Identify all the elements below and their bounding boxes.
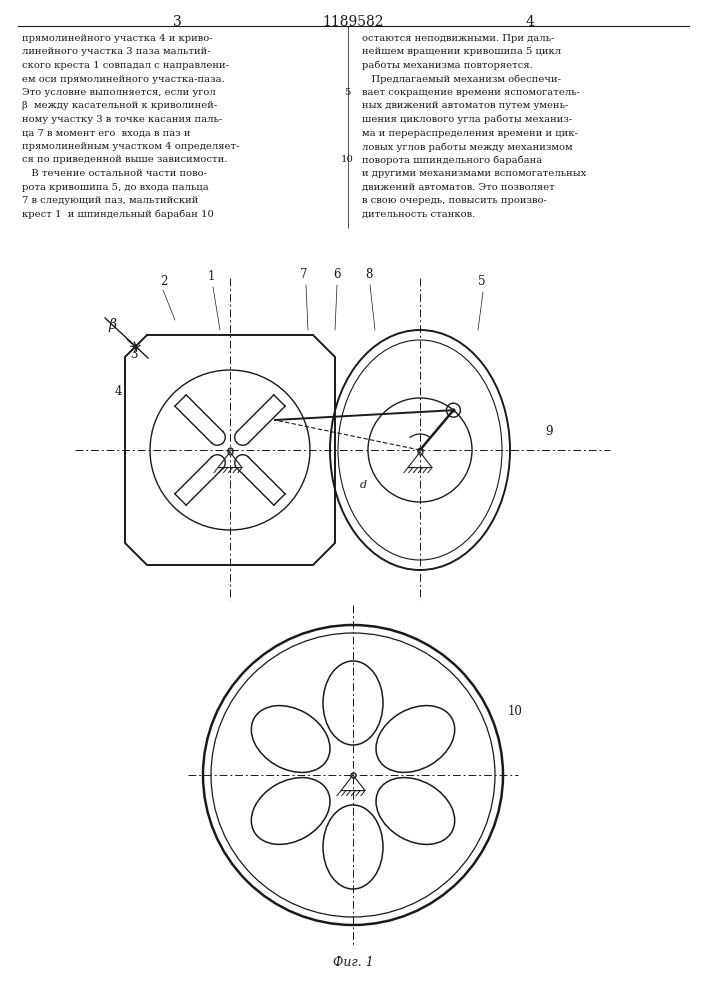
Text: 8: 8 <box>365 268 373 281</box>
Text: 6: 6 <box>333 268 341 281</box>
Text: остаются неподвижными. При даль-: остаются неподвижными. При даль- <box>362 34 554 43</box>
Text: ловых углов работы между механизмом: ловых углов работы между механизмом <box>362 142 573 151</box>
Text: линейного участка 3 паза мальтий-: линейного участка 3 паза мальтий- <box>22 47 211 56</box>
Text: рота кривошипа 5, до входа пальца: рота кривошипа 5, до входа пальца <box>22 182 209 192</box>
Text: Предлагаемый механизм обеспечи-: Предлагаемый механизм обеспечи- <box>362 75 561 84</box>
Text: d: d <box>360 480 367 490</box>
Text: 7: 7 <box>300 268 308 281</box>
Text: 1: 1 <box>208 270 216 283</box>
Text: В течение остальной части пово-: В течение остальной части пово- <box>22 169 207 178</box>
Text: ского креста 1 совпадал с направлени-: ского креста 1 совпадал с направлени- <box>22 61 229 70</box>
Text: ному участку 3 в точке касания паль-: ному участку 3 в точке касания паль- <box>22 115 222 124</box>
Text: Это условне выполняется, если угол: Это условне выполняется, если угол <box>22 88 216 97</box>
Text: шения циклового угла работы механиз-: шения циклового угла работы механиз- <box>362 115 572 124</box>
Text: ма и перераспределения времени и цик-: ма и перераспределения времени и цик- <box>362 128 578 137</box>
Text: 10: 10 <box>341 155 354 164</box>
Text: ем оси прямолинейного участка-паза.: ем оси прямолинейного участка-паза. <box>22 75 225 84</box>
Text: 2: 2 <box>160 275 168 288</box>
Text: 5: 5 <box>344 88 350 97</box>
Text: 9: 9 <box>545 425 552 438</box>
Text: 5: 5 <box>478 275 486 288</box>
Text: ца 7 в момент его  входа в паз и: ца 7 в момент его входа в паз и <box>22 128 190 137</box>
Text: крест 1  и шпиндельный барабан 10: крест 1 и шпиндельный барабан 10 <box>22 210 214 219</box>
Text: в свою очередь, повысить произво-: в свою очередь, повысить произво- <box>362 196 547 205</box>
Text: дительность станков.: дительность станков. <box>362 210 475 219</box>
Text: β: β <box>108 318 116 332</box>
Text: 3: 3 <box>173 15 182 29</box>
Text: вает сокращение времени яспомогатель-: вает сокращение времени яспомогатель- <box>362 88 580 97</box>
Text: поворота шпиндельного барабана: поворота шпиндельного барабана <box>362 155 542 165</box>
Text: прямолинейным участком 4 определяет-: прямолинейным участком 4 определяет- <box>22 142 240 151</box>
Text: 1189582: 1189582 <box>322 15 384 29</box>
Text: работы механизма повторяется.: работы механизма повторяется. <box>362 61 533 70</box>
Text: 7 в следующий паз, мальтийский: 7 в следующий паз, мальтийский <box>22 196 199 205</box>
Text: Фиг. 1: Фиг. 1 <box>332 956 373 968</box>
Text: и другими механизмами вспомогательных: и другими механизмами вспомогательных <box>362 169 586 178</box>
Text: прямолинейного участка 4 и криво-: прямолинейного участка 4 и криво- <box>22 34 213 43</box>
Text: нейшем вращении кривошипа 5 цикл: нейшем вращении кривошипа 5 цикл <box>362 47 561 56</box>
Text: 4: 4 <box>525 15 534 29</box>
Text: 3: 3 <box>130 348 137 361</box>
Text: ных движений автоматов путем умень-: ных движений автоматов путем умень- <box>362 102 568 110</box>
Text: 10: 10 <box>508 705 523 718</box>
Text: 4: 4 <box>115 385 122 398</box>
Text: ся по приведенной выше зависимости.: ся по приведенной выше зависимости. <box>22 155 228 164</box>
Text: движений автоматов. Это позволяет: движений автоматов. Это позволяет <box>362 182 555 192</box>
Text: β  между касательной к криволиней-: β между касательной к криволиней- <box>22 102 217 110</box>
